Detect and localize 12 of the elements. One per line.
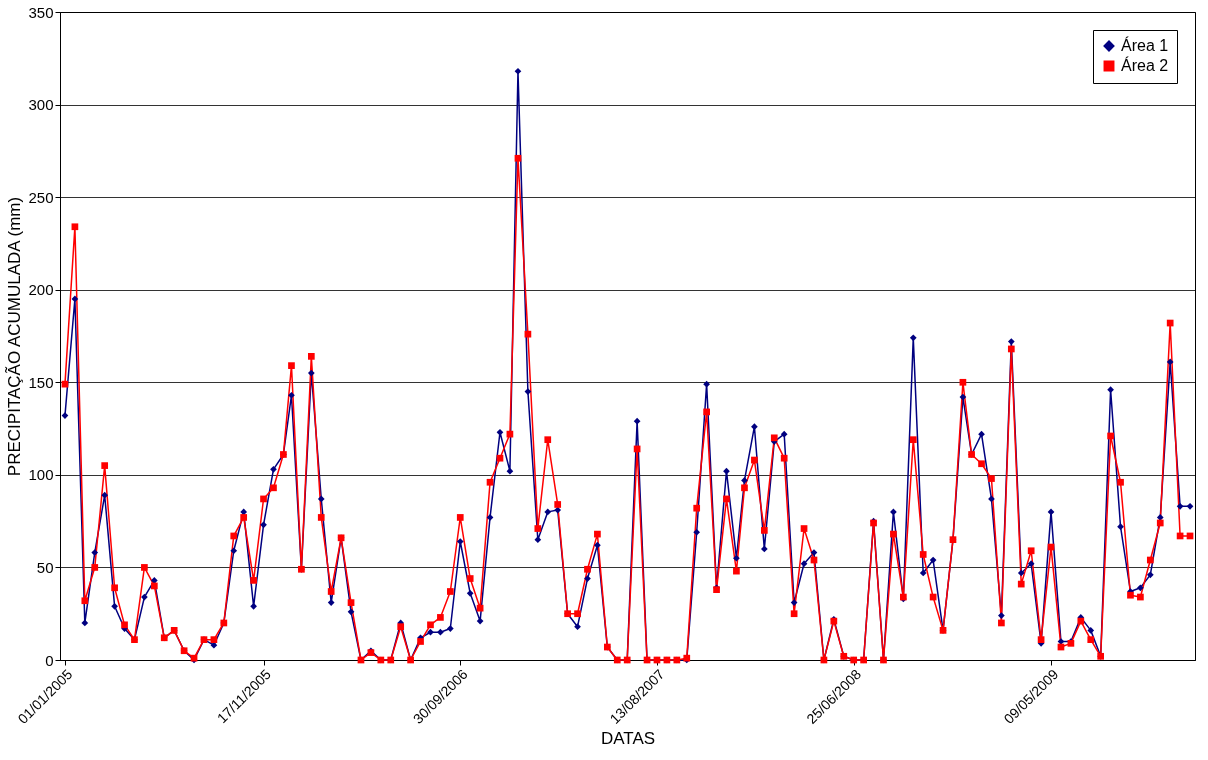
y-tick-label: 50 bbox=[36, 558, 54, 576]
y-tick-label: 100 bbox=[28, 466, 54, 484]
y-tick-label: 250 bbox=[28, 188, 54, 206]
legend-label: Área 1 bbox=[1121, 36, 1169, 54]
y-tick-label: 200 bbox=[28, 281, 54, 299]
legend-label: Área 2 bbox=[1121, 56, 1169, 74]
y-tick-label: 350 bbox=[28, 3, 54, 21]
y-tick-label: 150 bbox=[28, 373, 54, 391]
y-axis-title: PRECIPITAÇÃO ACUMULADA (mm) bbox=[5, 196, 25, 477]
y-tick-label: 300 bbox=[28, 96, 54, 114]
x-axis-title: DATAS bbox=[600, 728, 656, 748]
y-tick-label: 0 bbox=[45, 651, 54, 669]
